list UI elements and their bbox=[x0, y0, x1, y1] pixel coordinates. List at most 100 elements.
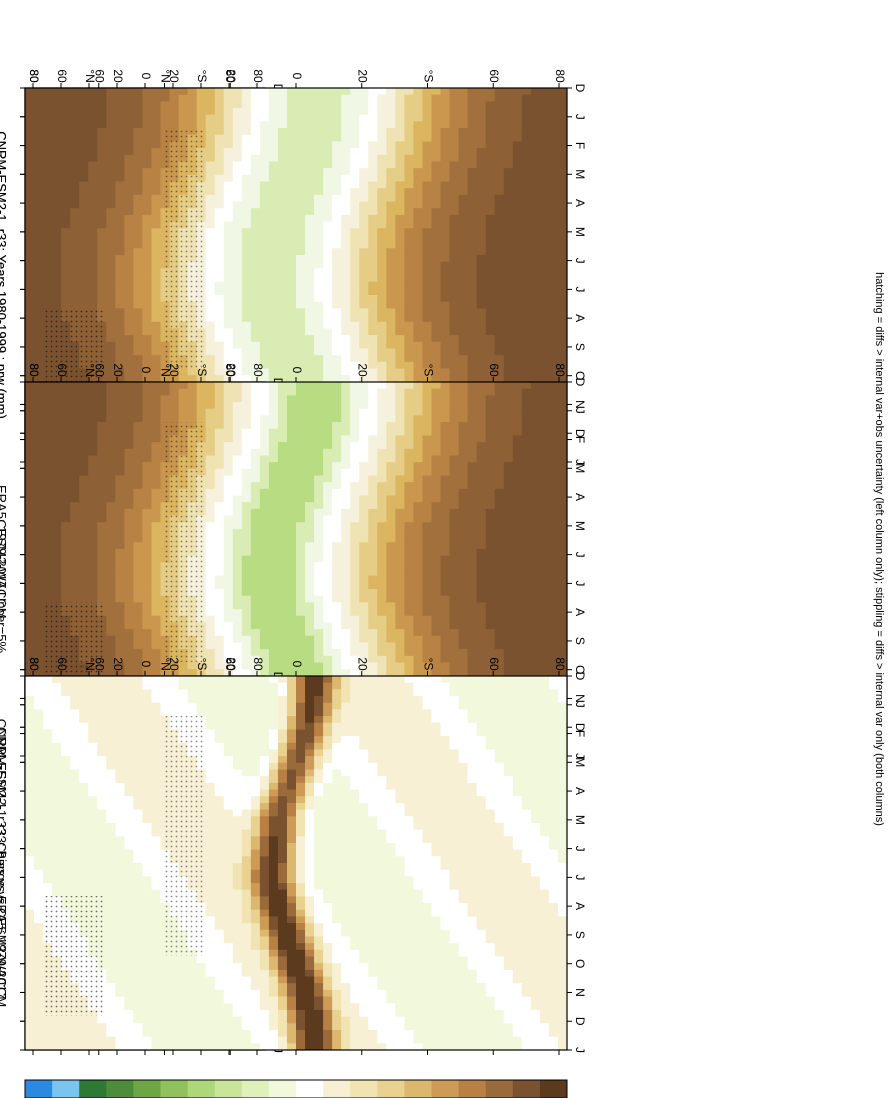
heatmap-cell bbox=[115, 94, 125, 102]
heatmap-cell bbox=[106, 94, 116, 102]
heatmap-cell bbox=[286, 194, 297, 203]
heatmap-cell bbox=[259, 194, 270, 203]
heatmap-cell bbox=[250, 108, 261, 116]
heatmap-cell bbox=[25, 121, 35, 129]
heatmap-cell bbox=[494, 121, 505, 129]
heatmap-cell bbox=[404, 234, 415, 243]
heatmap-cell bbox=[404, 88, 415, 96]
heatmap-cell bbox=[476, 134, 487, 143]
heatmap-cell bbox=[223, 94, 234, 102]
heatmap-cell bbox=[413, 141, 424, 149]
heatmap-cell bbox=[250, 161, 261, 169]
heatmap-cell bbox=[422, 221, 433, 229]
heatmap-cell bbox=[503, 168, 514, 176]
heatmap-cell bbox=[377, 121, 387, 129]
heatmap-cell bbox=[521, 234, 532, 243]
heatmap-cell bbox=[404, 108, 415, 116]
heatmap-cell bbox=[214, 214, 225, 223]
heatmap-cell bbox=[341, 121, 351, 129]
heatmap-cell bbox=[341, 148, 351, 156]
heatmap-cell bbox=[422, 88, 433, 96]
heatmap-cell bbox=[386, 101, 396, 109]
heatmap-cell bbox=[503, 221, 514, 229]
heatmap-cell bbox=[223, 221, 234, 229]
heatmap-cell bbox=[70, 168, 80, 176]
heatmap-cell bbox=[61, 234, 71, 243]
heatmap-cell bbox=[88, 254, 98, 263]
heatmap-cell bbox=[25, 201, 35, 209]
heatmap-cell bbox=[79, 121, 89, 129]
heatmap-cell bbox=[151, 201, 162, 209]
heatmap-cell bbox=[467, 148, 478, 156]
heatmap-cell bbox=[530, 174, 541, 183]
heatmap-cell bbox=[88, 234, 98, 243]
heatmap-cell bbox=[70, 94, 80, 102]
heatmap-cell bbox=[494, 241, 505, 249]
heatmap-cell bbox=[359, 241, 369, 249]
heatmap-cell bbox=[61, 154, 71, 163]
heatmap-cell bbox=[268, 201, 279, 209]
heatmap-cell bbox=[160, 108, 171, 116]
heatmap-cell bbox=[70, 174, 80, 183]
heatmap-cell bbox=[530, 188, 541, 196]
heatmap-cell bbox=[205, 141, 216, 149]
heatmap-cell bbox=[296, 174, 306, 183]
heatmap-cell bbox=[277, 234, 288, 243]
heatmap-cell bbox=[178, 121, 189, 129]
heatmap-cell bbox=[458, 228, 469, 236]
heatmap-cell bbox=[52, 148, 62, 156]
heatmap-cell bbox=[259, 174, 270, 183]
heatmap-cell bbox=[115, 148, 125, 156]
heatmap-cell bbox=[296, 161, 306, 169]
heatmap-cell bbox=[521, 134, 532, 143]
heatmap-cell bbox=[305, 181, 315, 189]
heatmap-cell bbox=[350, 168, 360, 176]
heatmap-cell bbox=[232, 154, 243, 163]
heatmap-cell bbox=[548, 134, 559, 143]
heatmap-cell bbox=[43, 108, 53, 116]
heatmap-cell bbox=[205, 248, 216, 256]
heatmap-cell bbox=[512, 108, 523, 116]
heatmap-cell bbox=[350, 101, 360, 109]
heatmap-cell bbox=[323, 154, 333, 163]
heatmap-cell bbox=[548, 174, 559, 183]
heatmap-cell bbox=[314, 181, 324, 189]
heatmap-cell bbox=[332, 128, 342, 136]
heatmap-cell bbox=[440, 134, 451, 143]
heatmap-cell bbox=[79, 88, 89, 96]
heatmap-cell bbox=[133, 148, 144, 156]
heatmap-cell bbox=[359, 194, 369, 203]
heatmap-cell bbox=[169, 101, 180, 109]
heatmap-cell bbox=[368, 154, 378, 163]
heatmap-cell bbox=[124, 234, 134, 243]
heatmap-cell bbox=[142, 228, 153, 236]
heatmap-cell bbox=[386, 188, 396, 196]
heatmap-cell bbox=[205, 201, 216, 209]
heatmap-cell bbox=[34, 214, 44, 223]
heatmap-cell bbox=[350, 114, 360, 122]
heatmap-cell bbox=[259, 154, 270, 163]
heatmap-cell bbox=[305, 128, 315, 136]
heatmap-cell bbox=[142, 168, 153, 176]
heatmap-cell bbox=[467, 228, 478, 236]
heatmap-cell bbox=[160, 121, 171, 129]
heatmap-cell bbox=[332, 228, 342, 236]
heatmap-cell bbox=[241, 208, 252, 216]
heatmap-cell bbox=[440, 208, 451, 216]
heatmap-cell bbox=[557, 134, 567, 143]
heatmap-cell bbox=[467, 168, 478, 176]
heatmap-cell bbox=[115, 161, 125, 169]
heatmap-cell bbox=[413, 241, 424, 249]
heatmap-cell bbox=[539, 194, 550, 203]
heatmap-cell bbox=[431, 141, 442, 149]
heatmap-cell bbox=[458, 114, 469, 122]
heatmap-cell bbox=[142, 88, 153, 96]
heatmap-cell bbox=[43, 214, 53, 223]
heatmap-cell bbox=[521, 121, 532, 129]
heatmap-cell bbox=[476, 208, 487, 216]
heatmap-cell bbox=[395, 214, 405, 223]
heatmap-cell bbox=[332, 148, 342, 156]
heatmap-cell bbox=[268, 161, 279, 169]
heatmap-cell bbox=[539, 128, 550, 136]
heatmap-cell bbox=[223, 101, 234, 109]
